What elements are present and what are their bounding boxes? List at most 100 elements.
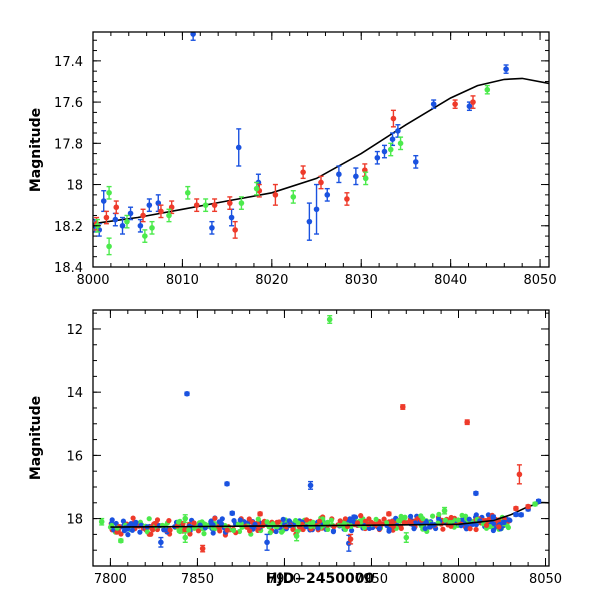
bottom-band-point-green <box>436 511 442 517</box>
top-marker <box>113 204 120 211</box>
bottom-band-point-green <box>186 527 192 533</box>
bottom-band-point-red <box>150 527 156 533</box>
bottom-marker <box>199 545 206 552</box>
bottom-x-tick-label: 8000 <box>442 572 475 587</box>
bottom-marker <box>525 503 531 510</box>
bottom-band-point-blue <box>490 527 496 534</box>
bottom-band-point-green <box>328 517 334 523</box>
top-data-point-green <box>362 171 369 186</box>
bottom-data-point-green <box>118 537 124 544</box>
bottom-data-point-red <box>525 503 531 510</box>
bottom-marker <box>500 519 507 526</box>
top-data-point-blue <box>190 32 196 41</box>
bottom-band-point-green <box>310 519 316 526</box>
top-data-point-blue <box>235 128 242 167</box>
bottom-band-point-blue <box>349 527 355 534</box>
top-data-point-blue <box>353 167 359 186</box>
bottom-band-point-red <box>148 531 154 537</box>
top-data-point-blue <box>412 154 419 169</box>
bottom-marker <box>518 512 524 518</box>
bottom-data-point-blue <box>490 514 497 520</box>
bottom-band-point-green <box>459 512 465 519</box>
top-marker <box>106 189 112 196</box>
top-marker <box>353 173 359 180</box>
top-data-point-green <box>149 220 155 235</box>
top-data-point-red <box>227 196 233 210</box>
bottom-data-point-red <box>516 464 523 485</box>
bottom-data-point-red <box>464 419 470 426</box>
top-marker <box>253 185 260 192</box>
bottom-band-point-blue <box>506 517 512 523</box>
top-data-point-blue <box>119 216 126 235</box>
top-panel-light-curve-zoom: Magnitude 8000 8010 8020 8030 8040 8050 17.4 17… <box>28 31 557 288</box>
bottom-data-point-green <box>441 506 448 515</box>
bottom-band-point-red <box>167 527 173 533</box>
bottom-marker <box>307 482 314 489</box>
bottom-band-point-red <box>496 524 502 530</box>
bottom-band-point-green <box>230 527 237 534</box>
top-data-point-red <box>140 208 146 223</box>
bottom-band-point-red <box>448 514 454 521</box>
bottom-band-point-blue <box>218 521 224 527</box>
bottom-band-point-green <box>361 524 367 531</box>
top-marker <box>362 175 369 182</box>
bottom-band-point-green <box>325 526 331 533</box>
top-marker <box>300 169 306 175</box>
bottom-y-tick-label: 18 <box>66 513 83 528</box>
top-data-point-green <box>124 214 130 229</box>
bottom-marker <box>532 501 538 507</box>
bottom-data-point-green <box>532 501 538 507</box>
bottom-band-point-red <box>217 528 223 534</box>
bottom-band-point-green <box>505 524 511 531</box>
top-data-point-green <box>202 198 209 213</box>
bottom-band-point-green <box>442 517 448 523</box>
bottom-band-point-red <box>342 516 348 522</box>
top-data-point-green <box>166 208 172 223</box>
bottom-data-point-red <box>400 404 406 410</box>
top-data-point-red <box>103 210 110 225</box>
top-data-point-red <box>113 200 120 215</box>
top-marker <box>232 227 238 233</box>
bottom-band-point-blue <box>109 517 115 523</box>
bottom-band-point-blue <box>411 526 417 532</box>
bottom-marker <box>264 539 270 546</box>
bottom-data-point-green <box>326 314 333 324</box>
bottom-data-point-blue <box>513 511 519 518</box>
bottom-marker <box>326 316 333 323</box>
bottom-band-point-green <box>373 516 379 522</box>
top-data-point-blue <box>374 150 381 165</box>
top-marker <box>324 192 331 198</box>
top-marker <box>397 140 404 147</box>
bottom-band-point-green <box>176 519 182 525</box>
bottom-data-point-red <box>199 544 206 553</box>
bottom-band-point-red <box>166 518 172 524</box>
bottom-band-point-blue <box>219 516 225 522</box>
top-marker <box>395 128 401 134</box>
bottom-band-point-blue <box>366 525 372 532</box>
top-marker <box>381 148 388 155</box>
top-data-point-red <box>390 109 397 128</box>
top-data-point-green <box>397 136 404 151</box>
top-data-point-red <box>193 198 200 213</box>
bottom-band-point-green <box>264 519 270 525</box>
bottom-band-point-red <box>187 531 193 537</box>
top-plot-frame <box>92 31 550 268</box>
top-data-point-blue <box>228 208 235 227</box>
top-marker <box>344 196 350 202</box>
top-marker <box>228 214 235 221</box>
bottom-data-point-red <box>513 505 519 512</box>
bottom-band-point-blue <box>315 525 321 531</box>
top-data-point-red <box>211 198 218 213</box>
bottom-band-point-red <box>195 528 202 534</box>
bottom-band-point-red <box>483 522 490 529</box>
bottom-marker <box>98 518 105 525</box>
bottom-band-point-green <box>383 520 390 526</box>
bottom-band-point-blue <box>129 527 135 533</box>
bottom-marker <box>386 511 392 517</box>
top-x-tick-label: 8010 <box>166 273 199 288</box>
bottom-marker <box>182 534 189 541</box>
bottom-marker <box>464 419 470 425</box>
bottom-band-point-green <box>325 519 331 526</box>
bottom-band-point-blue <box>408 513 414 520</box>
bottom-x-tick-label: 7850 <box>181 572 214 587</box>
